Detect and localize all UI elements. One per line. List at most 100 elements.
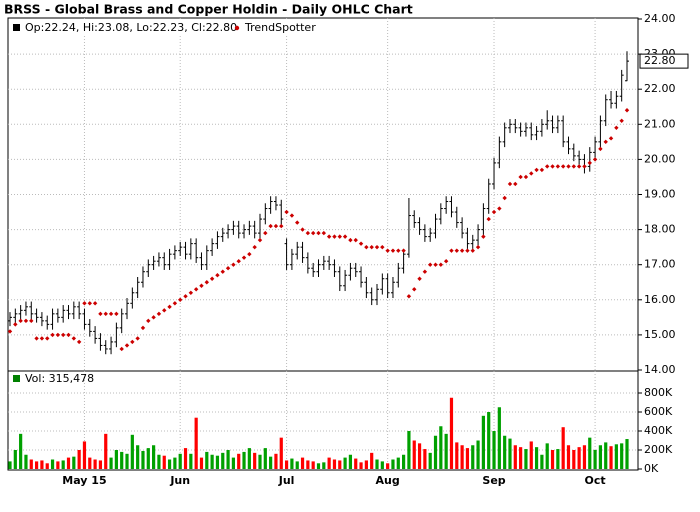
volume-bar (77, 450, 81, 469)
y-tick-label: 19.00 (644, 188, 676, 201)
volume-bar (284, 460, 289, 469)
volume-bar (503, 435, 507, 469)
volume-bar (50, 459, 55, 469)
trend-dot (545, 164, 550, 169)
trend-dot (310, 230, 316, 236)
y-tick-label: 15.00 (644, 328, 676, 341)
trend-dot (481, 234, 486, 239)
volume-bar (364, 460, 368, 469)
trend-dot (619, 118, 624, 123)
volume-bar (566, 445, 571, 469)
trend-dot (427, 262, 433, 267)
trend-dot (114, 311, 119, 317)
volume-bar (593, 450, 597, 469)
trend-dot (199, 283, 204, 288)
volume-bar (598, 445, 603, 469)
volume-bar (205, 451, 209, 469)
volume-bar (513, 445, 517, 469)
trend-dot (523, 174, 529, 180)
legend-swatch (13, 375, 20, 382)
trend-dot (215, 273, 220, 278)
volume-bar (465, 448, 470, 469)
trend-dot (603, 139, 608, 145)
trend-dot (124, 343, 130, 348)
trend-dot (289, 213, 295, 218)
trend-dot (209, 276, 215, 281)
trend-dot (422, 269, 428, 274)
trend-dot (247, 251, 252, 257)
volume-bar (29, 459, 33, 469)
volume-bar (428, 452, 432, 469)
volume-bar (311, 461, 315, 469)
trend-dot (252, 244, 257, 250)
volume-bar (582, 445, 587, 469)
volume-bar (359, 462, 363, 469)
volume-bar (572, 450, 576, 469)
y-tick-label: 20.00 (644, 152, 676, 165)
volume-bar (279, 437, 283, 469)
trend-dot (369, 244, 374, 250)
x-tick-label: Jun (169, 474, 190, 487)
volume-bar (375, 459, 379, 469)
trend-dot (193, 287, 199, 292)
trend-dot (587, 160, 592, 166)
trend-dot (162, 308, 167, 313)
trend-dot (353, 237, 358, 243)
volume-bar (93, 459, 97, 469)
trend-dot (188, 290, 194, 295)
volume-bar (540, 454, 544, 469)
chart-title: BRSS - Global Brass and Copper Holdin - … (4, 2, 413, 17)
trend-dot (263, 230, 268, 236)
volume-bar (88, 457, 92, 469)
legend-label: Vol: 315,478 (25, 372, 94, 385)
volume-bar (66, 457, 71, 469)
y-tick-label: 17.00 (644, 258, 676, 271)
volume-bar (136, 445, 140, 469)
volume-bar (550, 450, 555, 469)
trend-dot (614, 125, 619, 131)
volume-bar (524, 449, 528, 469)
volume-bar (322, 462, 326, 469)
trend-dot (183, 294, 188, 299)
y-tick-label: 600K (644, 405, 673, 418)
volume-bar (604, 442, 608, 469)
volume-bar (492, 431, 496, 469)
trend-dot (454, 248, 459, 253)
volume-bar (588, 437, 592, 469)
volume-bar (173, 457, 177, 469)
trend-dot (486, 216, 491, 222)
volume-bar (72, 456, 76, 469)
legend-swatch (234, 25, 240, 31)
trend-dot (406, 294, 412, 299)
volume-bar (439, 426, 443, 469)
y-tick-label: 0K (644, 462, 659, 475)
volume-bar (412, 440, 416, 469)
y-tick-label: 22.00 (644, 82, 676, 95)
volume-bar (178, 453, 182, 469)
volume-bar (460, 445, 464, 469)
trend-dot (566, 164, 571, 169)
volume-bar (13, 450, 17, 469)
volume-panel (7, 370, 639, 471)
trend-dot (87, 301, 92, 306)
volume-bar (242, 451, 246, 469)
trend-dot (284, 209, 289, 215)
volume-bar (194, 417, 198, 469)
volume-bar (263, 448, 267, 469)
volume-bar (253, 452, 257, 469)
trend-dot (348, 237, 353, 243)
volume-bar (332, 459, 337, 469)
volume-bar (231, 457, 235, 469)
trend-dot (497, 206, 502, 211)
trend-dot (550, 164, 555, 169)
trend-dot (316, 230, 321, 236)
volume-bar (61, 460, 65, 469)
trend-dot (146, 318, 151, 324)
trend-dot (358, 241, 364, 246)
trend-dot (513, 181, 518, 187)
trend-dot (18, 318, 23, 324)
volume-bar (348, 454, 353, 469)
trend-dot (39, 336, 45, 341)
volume-bar (146, 448, 150, 469)
